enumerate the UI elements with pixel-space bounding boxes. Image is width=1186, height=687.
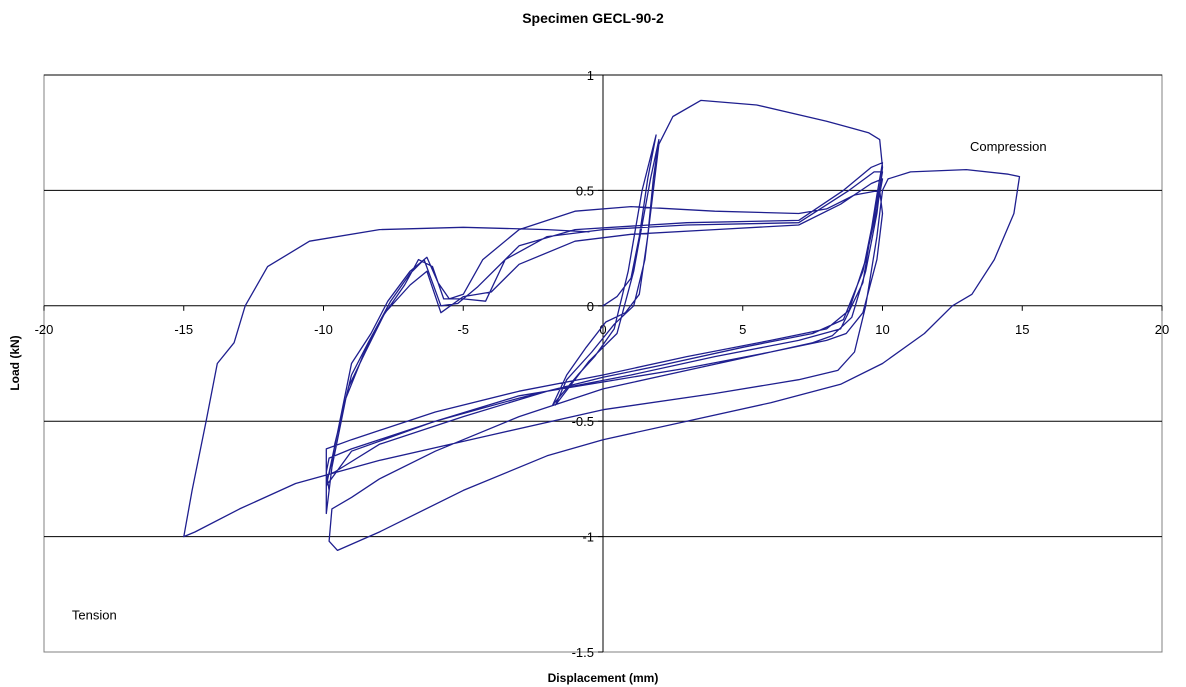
y-tick-label: -1 [582,530,594,545]
x-tick-label: 15 [1015,322,1029,337]
x-tick-label: 10 [875,322,889,337]
x-tick-label: -5 [457,322,469,337]
y-tick-label: -1.5 [572,645,594,660]
y-tick-label: 0.5 [576,183,594,198]
x-tick-labels: -20 -15 -10 -5 0 5 10 15 20 [35,322,1170,337]
hysteresis-curve [183,99,1021,552]
x-tick-label: 0 [599,322,606,337]
axes [43,74,1163,653]
x-tick-label: -20 [35,322,54,337]
y-axis-label: Load (kN) [8,335,22,390]
x-tick-label: -10 [314,322,333,337]
x-tick-label: 5 [739,322,746,337]
annotations: Compression Tension [72,139,1047,623]
series-line [183,99,1021,552]
x-axis-label: Displacement (mm) [548,671,659,685]
chart-title: Specimen GECL-90-2 [522,10,664,26]
chart-annotation: Tension [72,608,117,623]
x-tick-label: 20 [1155,322,1169,337]
y-tick-label: 0 [587,299,594,314]
y-tick-labels: -1.5 -1 -0.5 0 0.5 1 [572,68,594,660]
y-tick-label: -0.5 [572,414,594,429]
y-tick-label: 1 [587,68,594,83]
x-tick-label: -15 [174,322,193,337]
chart-annotation: Compression [970,139,1047,154]
